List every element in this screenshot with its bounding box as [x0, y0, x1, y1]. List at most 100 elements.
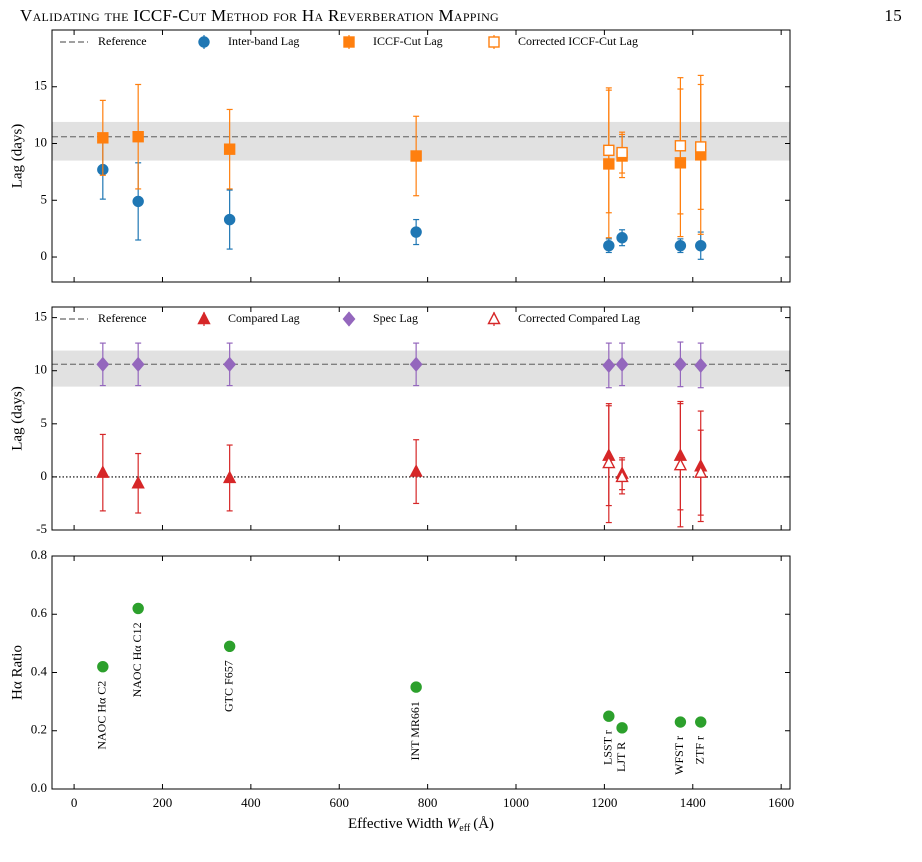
y-tick-label: 0.2 — [31, 722, 47, 737]
marker — [96, 356, 110, 372]
marker — [602, 357, 616, 373]
marker — [695, 141, 707, 153]
legend-marker — [342, 311, 356, 327]
legend-label: Corrected Compared Lag — [518, 311, 640, 325]
x-tick-label: 1600 — [768, 795, 794, 810]
marker — [132, 195, 144, 208]
point-label: NAOC Hα C2 — [95, 681, 109, 750]
marker — [603, 239, 615, 252]
y-axis-label: Lag (days) — [9, 386, 25, 451]
marker — [223, 143, 236, 155]
marker — [132, 602, 144, 615]
marker — [96, 465, 110, 478]
plot-area — [97, 602, 707, 734]
y-tick-label: 0 — [41, 468, 48, 483]
marker — [410, 226, 422, 238]
y-tick-label: 0.4 — [31, 663, 48, 678]
legend-label: Reference — [98, 34, 147, 48]
legend-marker — [343, 36, 355, 48]
reference-band — [52, 350, 790, 387]
point-label: ZTF r — [692, 736, 706, 764]
y-tick-label: 15 — [34, 309, 47, 324]
x-tick-label: 1200 — [591, 795, 617, 810]
y-tick-label: 15 — [34, 78, 47, 93]
x-tick-label: 800 — [418, 795, 438, 810]
marker — [410, 150, 422, 162]
y-axis-label: Lag (days) — [9, 124, 25, 189]
marker — [695, 716, 707, 728]
marker — [97, 660, 109, 673]
plot-area — [52, 341, 790, 528]
x-tick-label: 0 — [71, 795, 78, 810]
marker — [694, 465, 708, 478]
point-label: NAOC Hα C12 — [130, 622, 144, 697]
legend-label: Inter-band Lag — [228, 34, 299, 48]
legend-label: Compared Lag — [228, 311, 300, 325]
page-number: 15 — [884, 6, 902, 25]
legend-marker — [488, 36, 500, 48]
marker — [674, 716, 687, 728]
marker — [674, 140, 687, 152]
x-label-var: W — [447, 816, 461, 832]
point-label: INT MR661 — [408, 701, 422, 760]
marker — [409, 356, 423, 372]
marker — [616, 146, 628, 159]
marker — [222, 470, 237, 484]
point-label: LJT R — [614, 742, 628, 772]
legend-label: Reference — [98, 311, 147, 325]
legend-label: ICCF-Cut Lag — [373, 34, 443, 48]
marker — [410, 681, 422, 693]
marker — [223, 356, 237, 372]
y-tick-label: 0.0 — [31, 780, 47, 795]
y-tick-label: 0 — [41, 248, 48, 263]
x-tick-label: 400 — [241, 795, 261, 810]
x-axis-label: Effective Width Weff (Å) — [348, 816, 494, 834]
y-tick-label: 0.8 — [31, 547, 47, 562]
running-title: Validating the ICCF-Cut Method for Hα Re… — [20, 6, 499, 25]
point-label: WFST r — [672, 736, 686, 775]
x-tick-label: 200 — [153, 795, 173, 810]
marker — [694, 357, 708, 373]
marker — [131, 475, 145, 489]
marker — [673, 457, 688, 471]
marker — [409, 464, 423, 477]
marker — [695, 239, 707, 252]
y-tick-label: 5 — [41, 415, 48, 430]
marker — [223, 213, 236, 226]
marker — [603, 144, 615, 157]
marker — [132, 131, 144, 143]
marker — [97, 132, 109, 144]
x-tick-label: 1400 — [680, 795, 706, 810]
marker — [616, 722, 628, 734]
marker — [616, 232, 628, 244]
legend-marker — [487, 311, 501, 325]
y-tick-label: 10 — [34, 362, 47, 377]
axes-frame — [51, 29, 791, 283]
point-label: GTC F657 — [221, 660, 235, 712]
marker — [615, 356, 629, 372]
plot-area — [52, 74, 790, 260]
x-label-text: Effective Width — [348, 816, 444, 832]
axes-frame — [51, 306, 791, 531]
point-label: LSST r — [601, 730, 615, 765]
marker — [603, 710, 615, 722]
legend-marker — [198, 36, 210, 48]
y-tick-label: 5 — [41, 191, 48, 206]
marker — [615, 469, 629, 483]
legend-label: Corrected ICCF-Cut Lag — [518, 34, 638, 48]
y-tick-label: -5 — [36, 521, 47, 536]
x-label-unit: (Å) — [473, 816, 494, 832]
y-tick-label: 10 — [34, 134, 47, 149]
marker — [131, 356, 145, 372]
y-axis-label: Hα Ratio — [9, 645, 25, 700]
y-tick-label: 0.6 — [31, 605, 48, 620]
x-tick-label: 600 — [329, 795, 349, 810]
x-tick-label: 1000 — [503, 795, 529, 810]
marker — [223, 640, 236, 652]
marker — [674, 239, 687, 252]
marker — [673, 356, 687, 372]
legend-marker — [197, 311, 211, 325]
x-label-sub: eff — [459, 823, 471, 834]
marker — [602, 455, 616, 469]
